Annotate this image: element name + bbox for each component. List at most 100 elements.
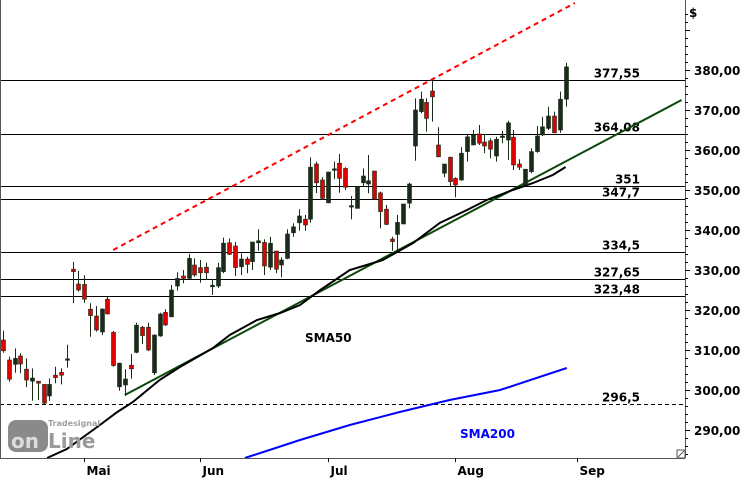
y-tick-label: 290,00: [694, 424, 740, 438]
candle-down: [262, 242, 267, 267]
candle-down: [7, 359, 12, 380]
candle-up: [407, 183, 412, 204]
candle-up: [256, 240, 261, 244]
candle-down: [274, 250, 279, 270]
candle-down: [192, 264, 197, 276]
candle-up: [401, 203, 406, 225]
candle-up: [535, 135, 540, 152]
candle-up: [546, 115, 551, 129]
candle-up: [216, 267, 221, 287]
level-label: 296,5: [602, 391, 640, 405]
candle-up: [494, 138, 499, 157]
y-tick-label: 300,00: [694, 384, 740, 398]
candle-up: [279, 259, 284, 266]
candle-up: [285, 233, 290, 259]
candle-down: [448, 156, 453, 182]
candle-up: [187, 258, 192, 279]
month-label: Aug: [458, 464, 484, 478]
indicator-lines: [46, 2, 683, 459]
candle-up: [529, 151, 534, 172]
y-tick-label: 310,00: [694, 344, 740, 358]
candle-up: [442, 163, 447, 174]
candle-up: [100, 308, 105, 333]
candle-down: [314, 163, 319, 184]
candle-up: [47, 384, 52, 397]
candle-down: [181, 275, 186, 279]
candle-down: [245, 258, 250, 265]
svg-text:on: on: [11, 429, 39, 452]
tradesignal-online-logo: Tradesignal on Line: [8, 419, 100, 452]
sma200-label: SMA200: [460, 427, 515, 441]
candle-up: [210, 284, 215, 288]
candle-up: [308, 166, 313, 220]
candle-up: [175, 278, 180, 287]
candle-down: [372, 170, 377, 200]
candle-down: [105, 298, 110, 315]
level-label: 377,55: [594, 67, 640, 81]
candle-up: [395, 222, 400, 235]
candle-down: [129, 364, 134, 370]
candle-down: [436, 144, 441, 158]
candle-down: [1, 339, 6, 352]
candle-up: [239, 258, 244, 268]
candle-up: [65, 358, 70, 361]
candle-down: [488, 140, 493, 150]
y-tick-label: 350,00: [694, 184, 740, 198]
level-label: 347,7: [602, 186, 640, 200]
candle-down: [390, 238, 395, 242]
candle-down: [53, 374, 58, 378]
sma50-label: SMA50: [305, 331, 352, 345]
candle-down: [384, 208, 389, 225]
candle-up: [540, 126, 545, 136]
y-tick-label: 380,00: [694, 64, 740, 78]
candle-down: [59, 372, 64, 376]
candle-up: [361, 175, 366, 184]
y-tick-label: 320,00: [694, 304, 740, 318]
candle-down: [233, 245, 238, 268]
candle-up: [366, 180, 371, 185]
candle-down: [477, 133, 482, 144]
candle-down: [482, 141, 487, 147]
candle-down: [453, 178, 458, 186]
y-tick-label: 370,00: [694, 104, 740, 118]
candle-up: [413, 109, 418, 147]
candle-down: [24, 368, 29, 381]
candle-up: [250, 241, 255, 262]
candle-up: [523, 168, 528, 186]
candle-up: [355, 186, 360, 209]
candle-up: [221, 242, 226, 272]
y-tick-label: 360,00: [694, 144, 740, 158]
candle-up: [291, 226, 296, 234]
candle-down: [517, 163, 522, 168]
level-label: 327,65: [594, 266, 640, 280]
level-label: 364,08: [594, 121, 640, 135]
trendline: [112, 2, 576, 251]
candles: [1, 62, 569, 405]
candle-down: [36, 380, 41, 384]
candle-down: [552, 115, 557, 134]
candle-up: [158, 313, 163, 337]
sma50-line: [46, 166, 567, 459]
month-label: Mai: [87, 464, 111, 478]
candle-up: [332, 168, 337, 171]
candle-down: [71, 268, 76, 272]
candle-up: [134, 324, 139, 353]
level-label: 323,48: [594, 283, 640, 297]
candle-up: [13, 358, 18, 365]
candle-down: [337, 162, 342, 179]
candle-up: [169, 289, 174, 318]
y-tick-label: 330,00: [694, 264, 740, 278]
candle-down: [88, 308, 93, 316]
sma200-line: [244, 367, 568, 459]
level-label: 351: [615, 173, 640, 187]
candle-up: [564, 66, 569, 100]
candle-up: [558, 98, 563, 131]
candle-down: [140, 326, 145, 336]
resize-handle-icon[interactable]: [676, 449, 686, 459]
candle-down: [204, 266, 209, 274]
month-label: Jul: [330, 464, 348, 478]
candle-down: [227, 242, 232, 255]
